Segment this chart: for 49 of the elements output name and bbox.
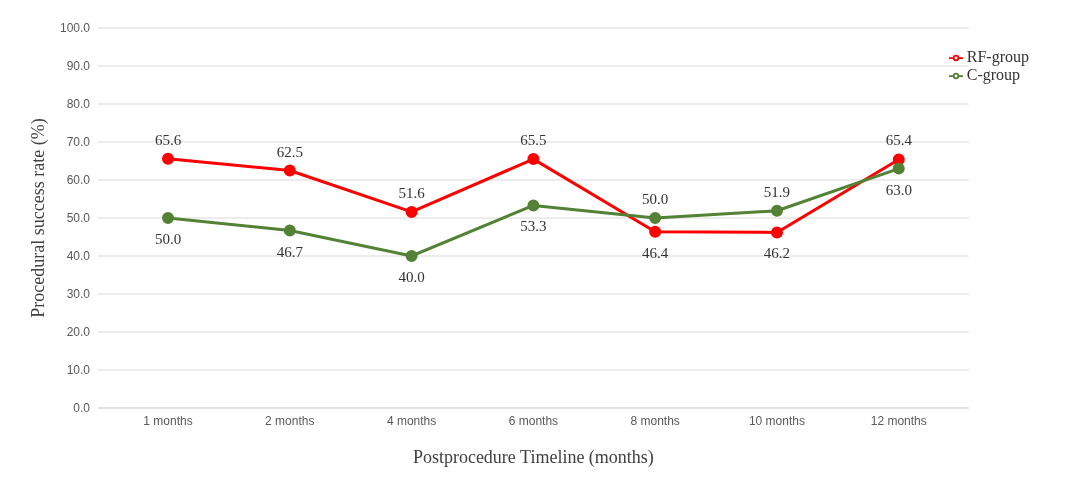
y-tick-label: 50.0 xyxy=(66,211,91,226)
data-label: 63.0 xyxy=(885,181,912,198)
legend-label: C-group xyxy=(966,66,1021,83)
y-tick-label: 0.0 xyxy=(73,401,91,416)
x-tick-label: 8 months xyxy=(630,413,680,428)
y-tick-label: 20.0 xyxy=(66,325,91,340)
x-tick-label: 10 months xyxy=(748,413,805,428)
legend-label: RF-group xyxy=(966,48,1029,65)
point xyxy=(405,205,418,218)
x-tick-label: 2 months xyxy=(265,413,315,428)
point xyxy=(892,162,905,175)
point xyxy=(162,152,174,165)
point xyxy=(527,153,540,166)
point xyxy=(405,250,418,262)
x-tick-label: 12 months xyxy=(870,413,927,428)
data-label: 51.9 xyxy=(763,183,791,200)
point xyxy=(162,212,174,224)
data-label: 51.6 xyxy=(398,184,426,201)
point xyxy=(770,226,783,239)
x-tick-label: 6 months xyxy=(508,413,559,428)
data-label: 65.5 xyxy=(520,132,547,149)
point xyxy=(770,204,783,217)
y-tick-label: 70.0 xyxy=(66,135,91,150)
point xyxy=(527,199,540,212)
y-tick-label: 30.0 xyxy=(66,287,91,302)
data-label: 50.0 xyxy=(154,231,182,247)
point xyxy=(649,225,662,238)
point xyxy=(283,164,296,177)
y-tick-label: 100.0 xyxy=(59,21,91,36)
data-label: 40.0 xyxy=(398,269,425,285)
y-axis-title: Procedural success rate (%) xyxy=(28,118,50,318)
point xyxy=(283,224,296,237)
y-tick-label: 10.0 xyxy=(66,363,91,378)
data-label: 46.7 xyxy=(276,243,304,260)
y-tick-label: 40.0 xyxy=(66,249,91,264)
data-label: 65.6 xyxy=(154,131,182,148)
data-label: 65.4 xyxy=(885,132,913,149)
data-label: 53.3 xyxy=(520,218,547,235)
data-label: 46.2 xyxy=(763,245,791,262)
x-tick-label: 4 months xyxy=(386,413,437,428)
x-tick-label: 1 months xyxy=(143,413,193,428)
data-label: 62.5 xyxy=(276,143,303,160)
x-axis-title: Postprocedure Timeline (months) xyxy=(412,447,654,468)
point xyxy=(649,212,662,224)
data-label: 46.4 xyxy=(642,244,669,261)
y-tick-label: 90.0 xyxy=(66,59,91,74)
data-label: 50.0 xyxy=(642,191,669,207)
y-tick-label: 60.0 xyxy=(66,173,91,188)
y-tick-label: 80.0 xyxy=(66,97,91,112)
